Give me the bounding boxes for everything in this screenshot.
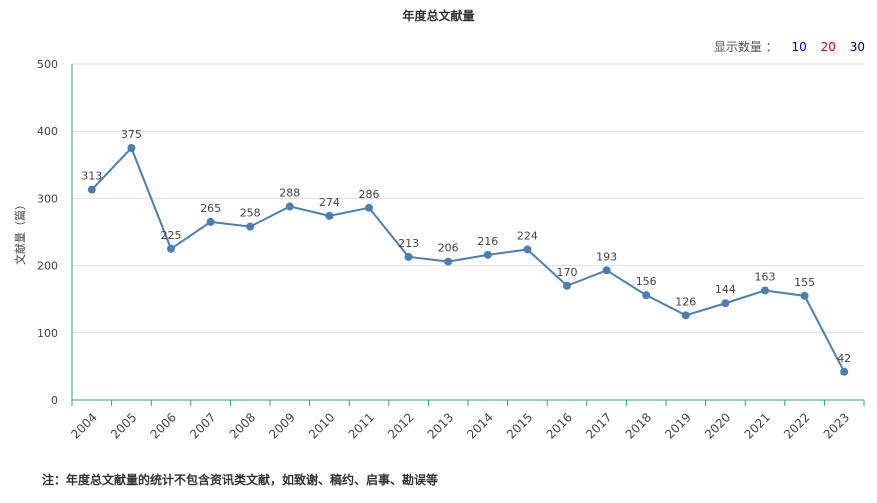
- x-tick-label: 2007: [187, 410, 218, 441]
- data-point: [800, 291, 809, 300]
- x-tick-label: 2012: [385, 410, 416, 441]
- data-label: 193: [596, 250, 617, 263]
- data-point: [523, 245, 532, 254]
- y-tick-label: 0: [51, 394, 58, 407]
- data-label: 126: [675, 295, 696, 308]
- data-label: 42: [837, 352, 851, 365]
- data-point: [563, 281, 571, 290]
- data-point: [285, 202, 294, 211]
- data-label: 156: [636, 275, 657, 288]
- data-label: 170: [557, 266, 578, 279]
- y-axis-title: 文献量（篇）: [13, 199, 27, 265]
- series-line: [91, 146, 846, 373]
- data-label: 313: [81, 170, 102, 183]
- x-tick-label: 2023: [821, 410, 852, 441]
- data-point: [127, 144, 136, 152]
- x-tick-label: 2014: [464, 410, 495, 441]
- x-tick-label: 2010: [306, 410, 337, 441]
- data-point: [840, 367, 849, 376]
- data-label: 288: [279, 186, 300, 199]
- x-tick-label: 2011: [346, 410, 377, 441]
- data-label: 224: [517, 229, 538, 242]
- x-tick-label: 2017: [583, 410, 614, 441]
- data-label: 213: [398, 237, 419, 250]
- data-label: 225: [161, 229, 182, 242]
- x-tick-label: 2020: [702, 410, 733, 441]
- x-tick-label: 2008: [227, 410, 258, 441]
- y-tick-label: 200: [37, 260, 58, 273]
- data-label: 155: [794, 276, 815, 289]
- data-label: 274: [319, 196, 340, 209]
- footnote: 注：年度总文献量的统计不包含资讯类文献，如致谢、稿约、启事、勘误等: [42, 473, 439, 487]
- data-label: 206: [438, 242, 459, 255]
- x-tick-label: 2013: [425, 410, 456, 441]
- data-label: 265: [200, 202, 221, 215]
- chart-title: 年度总文献量: [402, 9, 475, 23]
- x-tick-label: 2004: [68, 410, 99, 441]
- data-point: [642, 291, 651, 300]
- data-label: 144: [715, 283, 736, 296]
- x-tick-label: 2015: [504, 410, 535, 441]
- data-point: [365, 203, 373, 212]
- x-tick-label: 2006: [148, 410, 179, 441]
- x-tick-label: 2019: [662, 410, 693, 441]
- data-point: [246, 222, 255, 231]
- display-count-selector: 显示数量 ： 10 20 30: [714, 38, 865, 55]
- data-point: [444, 257, 453, 266]
- data-point: [761, 286, 769, 295]
- data-label: 286: [359, 188, 380, 201]
- x-tick-label: 2009: [266, 410, 297, 441]
- data-label: 163: [755, 270, 776, 283]
- x-tick-label: 2018: [623, 410, 654, 441]
- x-tick-label: 2022: [781, 410, 812, 441]
- data-point: [87, 185, 96, 194]
- data-label: 258: [240, 207, 261, 220]
- display-count-label: 显示数量 ：: [713, 40, 778, 54]
- data-point: [602, 266, 611, 275]
- x-tick-label: 2021: [742, 410, 773, 441]
- data-label: 216: [477, 235, 498, 248]
- data-point: [483, 250, 492, 259]
- data-point: [325, 211, 334, 220]
- data-point: [206, 217, 215, 226]
- data-point: [404, 252, 413, 261]
- display-count-30[interactable]: 30: [849, 40, 865, 54]
- display-count-20[interactable]: 20: [820, 40, 836, 54]
- data-point: [681, 311, 690, 320]
- y-tick-label: 500: [37, 58, 58, 71]
- display-count-10[interactable]: 10: [791, 40, 807, 54]
- y-tick-label: 300: [37, 192, 58, 205]
- x-tick-label: 2016: [544, 410, 575, 441]
- data-point: [721, 299, 730, 308]
- x-tick-label: 2005: [108, 410, 139, 441]
- y-tick-label: 400: [37, 125, 58, 138]
- data-label: 375: [121, 128, 142, 141]
- y-tick-label: 100: [37, 327, 58, 340]
- data-point: [167, 244, 175, 253]
